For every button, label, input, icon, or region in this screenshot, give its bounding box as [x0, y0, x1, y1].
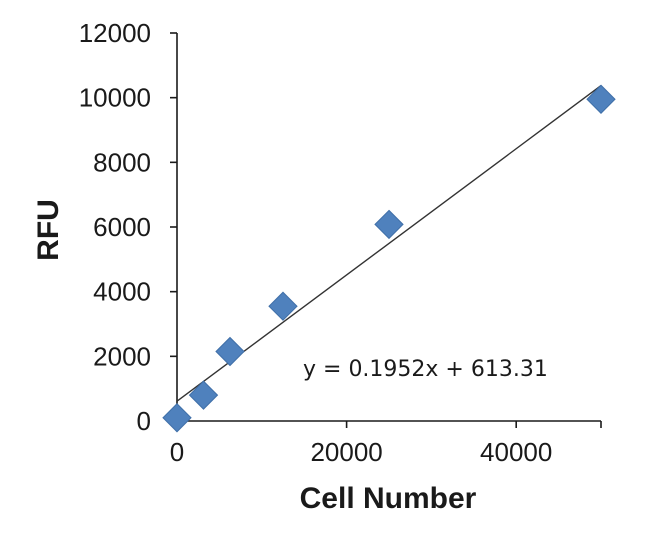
data-points — [162, 84, 616, 433]
x-axis: 0 20000 40000 — [170, 420, 602, 467]
y-tick-label: 4000 — [93, 277, 151, 307]
y-tick-label: 12000 — [79, 18, 151, 48]
y-axis: 0 2000 4000 6000 8000 10000 12000 — [79, 18, 178, 436]
x-axis-title: Cell Number — [300, 482, 477, 515]
data-point — [586, 84, 616, 114]
y-tick-label: 2000 — [93, 341, 151, 371]
data-point — [188, 380, 219, 410]
data-point — [268, 291, 298, 321]
x-tick-label: 20000 — [310, 437, 382, 467]
trendline-equation: y = 0.1952x + 613.31 — [303, 357, 548, 382]
data-point — [215, 336, 245, 367]
x-tick-label: 0 — [170, 437, 184, 467]
data-point — [374, 209, 404, 240]
data-point — [162, 403, 192, 433]
x-tick-label: 40000 — [480, 437, 552, 467]
y-axis-title: RFU — [32, 199, 65, 261]
trendline — [176, 85, 602, 402]
y-tick-label: 0 — [137, 406, 151, 436]
trendline-group — [176, 85, 602, 402]
y-tick-label: 10000 — [79, 83, 151, 113]
y-tick-label: 8000 — [93, 147, 151, 177]
y-tick-label: 6000 — [93, 212, 151, 242]
